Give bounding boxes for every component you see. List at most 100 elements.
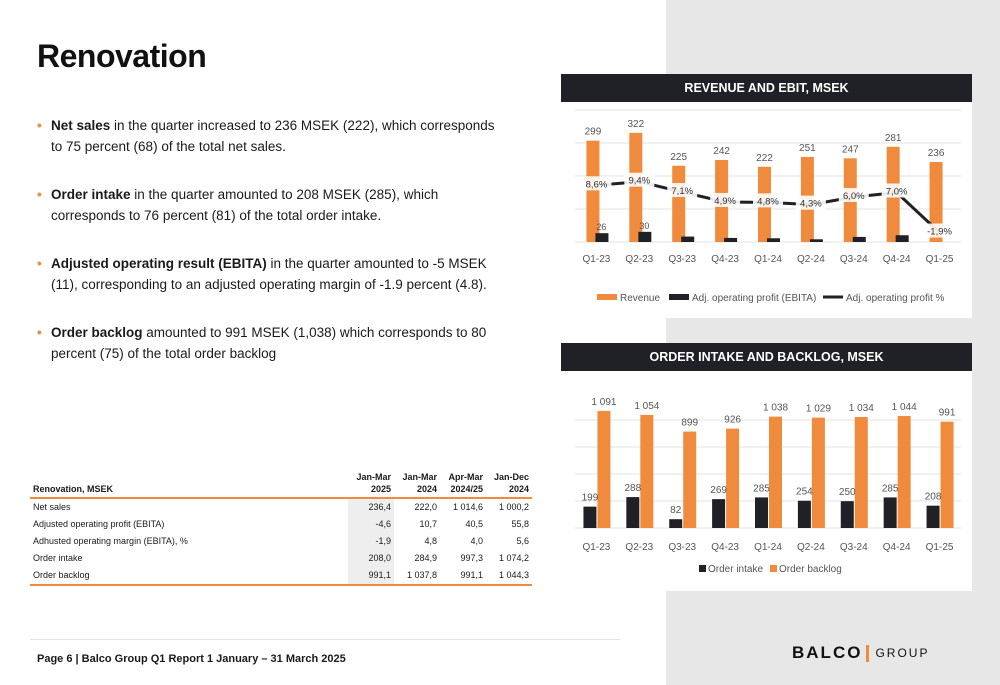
order-intake-label: 285	[882, 483, 899, 494]
ebita-bar	[809, 239, 823, 242]
table-cell: 1 000,2	[498, 502, 529, 512]
table-cell: 1 044,3	[498, 570, 529, 580]
order-intake-backlog-chart: ORDER INTAKE AND BACKLOG, MSEK 199 1 091 Q…	[561, 343, 972, 591]
revenue-label: 222	[756, 153, 773, 164]
table-cell: -1,9	[348, 533, 394, 550]
bullet-order-backlog: • Order backlog amounted to 991 MSEK (1,0…	[37, 322, 507, 364]
table-cell: 55,8	[511, 519, 529, 529]
order-backlog-bar	[683, 431, 697, 528]
bullet-text: in the quarter amounted to 208 MSEK (285…	[51, 187, 439, 223]
margin-label: 9,4%	[629, 176, 651, 187]
revenue-label: 322	[627, 119, 644, 130]
margin-label-bg	[667, 183, 698, 198]
order-intake-label: 82	[670, 505, 682, 516]
column-header: Jan-Mar 2025	[356, 472, 391, 494]
margin-label-bg	[924, 223, 955, 238]
margin-label: 4,3%	[800, 199, 822, 210]
x-tick-label: Q3-24	[840, 254, 868, 265]
ebita-bar	[638, 231, 652, 242]
bullet-dot-icon: •	[37, 325, 42, 340]
ebita-bar	[852, 236, 866, 242]
x-tick-label: Q4-23	[711, 254, 739, 265]
x-tick-label: Q4-24	[883, 254, 911, 265]
x-tick-label: Q1-25	[926, 254, 954, 265]
row-label: Order intake	[33, 553, 83, 563]
order-backlog-label: 1 091	[591, 397, 616, 408]
revenue-label: 251	[799, 143, 816, 154]
x-tick-label: Q3-23	[668, 254, 696, 265]
order-intake-label: 254	[796, 487, 813, 498]
footer-text: Page 6 | Balco Group Q1 Report 1 January…	[37, 653, 346, 665]
x-tick-label: Q1-24	[754, 254, 782, 265]
revenue-label: 242	[713, 146, 730, 157]
revenue-bar	[586, 140, 600, 242]
order-intake-label: 285	[753, 483, 770, 494]
order-intake-bar	[669, 519, 683, 528]
bullet-heading: Adjusted operating result (EBITA)	[51, 256, 267, 271]
margin-label: 7,1%	[671, 186, 693, 197]
order-backlog-label: 1 038	[763, 403, 788, 414]
financial-table: Renovation, MSEK Jan-Mar 2025 Jan-Mar 2024…	[30, 471, 532, 586]
bullet-dot-icon: •	[37, 256, 42, 271]
table-row: Adhusted operating margin (EBITA), % -1,…	[30, 533, 532, 550]
bullet-text: in the quarter amounted to -5 MSEK (11),…	[51, 256, 487, 292]
row-label: Order backlog	[33, 570, 90, 580]
order-backlog-label: 1 054	[634, 401, 659, 412]
order-backlog-bar	[897, 415, 911, 528]
table-row: Order intake 208,0 284,9 997,3 1 074,2	[30, 550, 532, 567]
order-backlog-bar	[769, 416, 782, 528]
column-header: Jan-Mar 2024	[402, 472, 437, 494]
x-tick-label: Q2-24	[797, 254, 825, 265]
margin-label: 4,9%	[714, 196, 736, 207]
x-tick-label: Q3-23	[668, 542, 696, 553]
legend-swatch-revenue	[597, 294, 617, 300]
revenue-label: 225	[670, 152, 687, 163]
order-backlog-label: 926	[724, 415, 741, 426]
balco-group-logo: BALCO GROUP	[792, 642, 929, 664]
order-backlog-label: 991	[939, 408, 956, 419]
table-cell: 10,7	[419, 519, 437, 529]
x-tick-label: Q3-24	[840, 542, 868, 553]
order-backlog-bar	[726, 428, 740, 528]
legend-label-revenue: Revenue	[620, 293, 660, 304]
bullet-order-intake: • Order intake in the quarter amounted to…	[37, 184, 507, 226]
logo-group: GROUP	[875, 646, 930, 660]
table-cell: 222,0	[414, 502, 437, 512]
order-backlog-label: 1 034	[849, 403, 874, 414]
order-intake-bar	[626, 497, 640, 528]
bullet-dot-icon: •	[37, 118, 42, 133]
margin-label: -1,9%	[927, 227, 952, 238]
chart-title: REVENUE AND EBIT, MSEK	[561, 74, 972, 102]
table-cell: 4,0	[470, 536, 483, 546]
margin-label-bg	[581, 176, 612, 191]
table-header-row: Renovation, MSEK Jan-Mar 2025 Jan-Mar 2024…	[30, 471, 532, 498]
x-tick-label: Q1-24	[754, 542, 782, 553]
order-intake-bar	[797, 500, 811, 528]
table-cell: 4,8	[424, 536, 437, 546]
legend-label-intake: Order intake	[708, 564, 763, 575]
ebita-bar	[595, 233, 609, 242]
bullet-text: amounted to 991 MSEK (1,038) which corre…	[51, 325, 487, 361]
bullet-dot-icon: •	[37, 187, 42, 202]
chart-title: ORDER INTAKE AND BACKLOG, MSEK	[561, 343, 972, 371]
row-label: Adjusted operating profit (EBITA)	[33, 519, 165, 529]
margin-label: 6,0%	[843, 191, 865, 202]
table-cell: -4,6	[348, 516, 394, 533]
table-cell: 236,4	[348, 498, 394, 516]
order-backlog-label: 899	[681, 418, 698, 429]
bullet-net-sales: • Net sales in the quarter increased to 2…	[37, 115, 507, 157]
order-intake-bar	[712, 499, 726, 528]
order-intake-bar	[840, 501, 854, 528]
order-intake-bar	[926, 505, 940, 528]
legend-label-ebita: Adj. operating profit (EBITA)	[692, 293, 816, 304]
margin-label-bg	[710, 192, 741, 207]
table-cell: 991,1	[348, 567, 394, 585]
logo-brand: BALCO	[792, 643, 863, 662]
revenue-label: 299	[585, 127, 602, 138]
table-cell: 991,1	[460, 570, 483, 580]
order-backlog-bar	[811, 417, 825, 528]
margin-label-bg	[838, 188, 869, 202]
table-cell: 40,5	[465, 519, 483, 529]
table-cell: 208,0	[348, 550, 394, 567]
legend-label-margin: Adj. operating profit %	[846, 293, 944, 304]
